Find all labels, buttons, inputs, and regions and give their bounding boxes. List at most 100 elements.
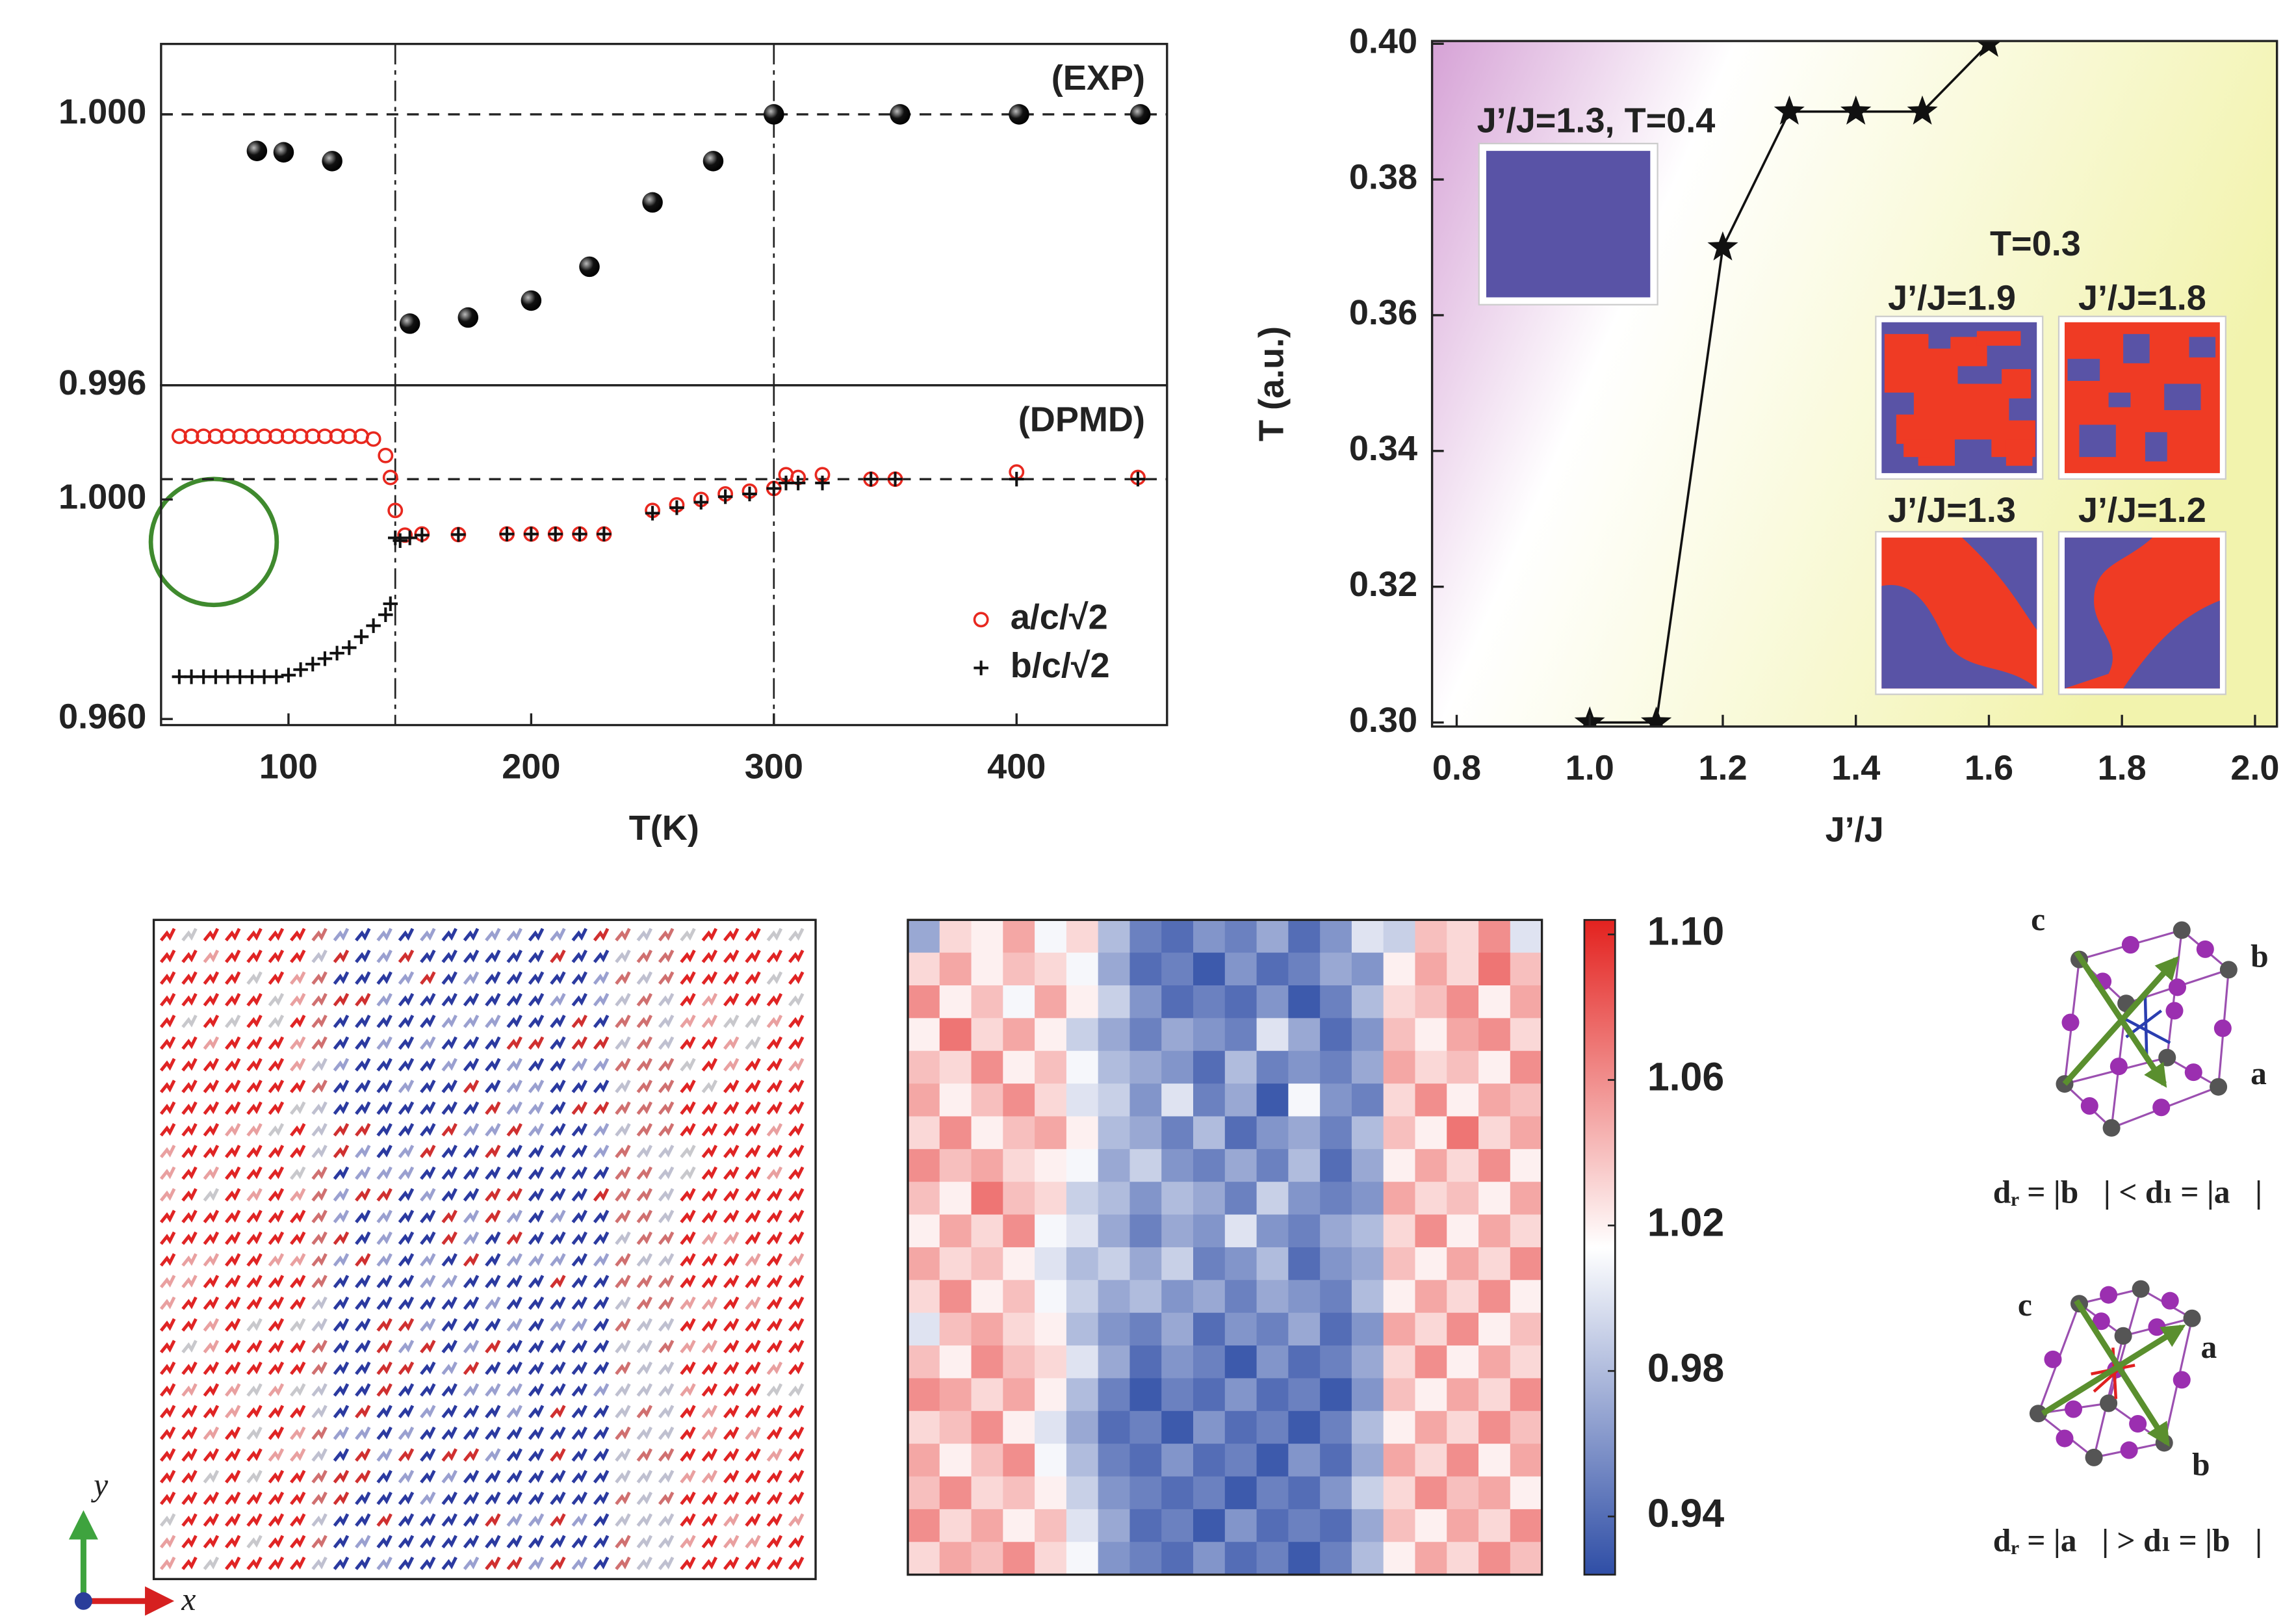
- vector-glyph: [723, 1361, 740, 1375]
- vector-glyph: [289, 1556, 306, 1570]
- vector-glyph: [203, 1448, 220, 1462]
- vector-glyph: [723, 1513, 740, 1527]
- heat-cell: [1066, 1542, 1099, 1576]
- vector-glyph: [333, 1123, 350, 1137]
- heat-cell: [1066, 1280, 1099, 1314]
- vector-glyph: [701, 1123, 718, 1137]
- vector-glyph: [376, 1188, 393, 1202]
- vector-glyph: [246, 1188, 263, 1202]
- vector-glyph: [311, 1123, 328, 1137]
- vector-glyph: [528, 1231, 545, 1245]
- vector-glyph: [181, 1470, 198, 1484]
- vector-glyph: [268, 1166, 285, 1180]
- vector-glyph: [506, 1470, 522, 1484]
- vector-glyph: [485, 1166, 501, 1180]
- vector-glyph: [181, 1166, 198, 1180]
- heat-cell: [1129, 1084, 1162, 1117]
- heat-cell: [1320, 1050, 1352, 1084]
- vector-glyph: [680, 1015, 696, 1028]
- vector-glyph: [268, 1318, 285, 1332]
- vector-glyph: [593, 1448, 610, 1462]
- vector-glyph: [745, 1296, 761, 1310]
- vector-glyph: [658, 1426, 675, 1440]
- vector-glyph: [246, 1448, 263, 1462]
- vector-glyph: [658, 1145, 675, 1158]
- vector-glyph: [463, 1080, 480, 1093]
- heat-cell: [1098, 1149, 1131, 1182]
- vector-glyph: [766, 1491, 783, 1505]
- vector-glyph: [528, 1210, 545, 1223]
- vector-glyph: [528, 1275, 545, 1289]
- heat-cell: [1066, 1116, 1099, 1150]
- vector-glyph: [723, 1448, 740, 1462]
- vector-glyph: [224, 1123, 241, 1137]
- vector-glyph: [224, 1058, 241, 1072]
- vector-glyph: [615, 1036, 631, 1050]
- vector-glyph: [463, 1123, 480, 1137]
- heat-cell: [907, 1214, 940, 1248]
- vector-glyph: [506, 1383, 522, 1397]
- axis-y: y: [90, 1467, 109, 1503]
- vector-glyph: [745, 1340, 761, 1354]
- vector-glyph: [246, 993, 263, 1007]
- vector-glyph: [246, 1210, 263, 1223]
- vector-glyph: [550, 1296, 566, 1310]
- vector-glyph: [376, 1231, 393, 1245]
- heat-cell: [1510, 920, 1543, 954]
- vector-glyph: [159, 1058, 176, 1072]
- vector-glyph: [701, 971, 718, 985]
- heat-cell: [939, 1214, 972, 1248]
- vector-glyph: [788, 1231, 805, 1245]
- vector-glyph: [181, 1513, 198, 1527]
- vector-glyph: [701, 1491, 718, 1505]
- heat-cell: [1003, 985, 1035, 1019]
- heat-cell: [1129, 1378, 1162, 1412]
- vector-glyph: [159, 1405, 176, 1419]
- vector-glyph: [355, 1296, 371, 1310]
- vector-glyph: [224, 1080, 241, 1093]
- colorbar-label: 1.02: [1647, 1200, 1724, 1244]
- heat-cell: [971, 1084, 1003, 1117]
- vector-glyph: [181, 1253, 198, 1267]
- vector-glyph: [615, 971, 631, 985]
- vector-glyph: [333, 928, 350, 942]
- vector-glyph: [420, 1101, 436, 1115]
- heat-cell: [1320, 1116, 1352, 1150]
- vector-glyph: [420, 1188, 436, 1202]
- vector-glyph: [246, 1556, 263, 1570]
- vector-glyph: [441, 1405, 458, 1419]
- inset-1-9: [1875, 315, 2044, 480]
- vector-glyph: [745, 1231, 761, 1245]
- vector-glyph: [203, 1340, 220, 1354]
- vector-glyph: [289, 1210, 306, 1223]
- vector-glyph: [701, 1015, 718, 1028]
- vector-glyph: [745, 1470, 761, 1484]
- vector-glyph: [550, 1015, 566, 1028]
- vector-glyph: [528, 1080, 545, 1093]
- heat-cell: [1003, 920, 1035, 954]
- heat-cell: [1510, 1345, 1543, 1379]
- vector-glyph: [701, 1166, 718, 1180]
- vector-glyph: [680, 1535, 696, 1549]
- vector-glyph: [636, 971, 652, 985]
- heat-cell: [1351, 1247, 1384, 1280]
- vector-glyph: [485, 1361, 501, 1375]
- heat-cell: [1415, 952, 1447, 986]
- vector-glyph: [246, 971, 263, 985]
- heat-cell: [1447, 1476, 1479, 1510]
- heat-cell: [1320, 1444, 1352, 1477]
- vector-glyph: [485, 1123, 501, 1137]
- heat-cell: [1415, 985, 1447, 1019]
- vector-glyph: [766, 1123, 783, 1137]
- vector-glyph: [701, 1318, 718, 1332]
- vector-glyph: [528, 1145, 545, 1158]
- vector-field: [159, 928, 805, 1570]
- vector-glyph: [636, 1210, 652, 1223]
- heat-cell: [1193, 1345, 1226, 1379]
- vector-glyph: [181, 1231, 198, 1245]
- heat-cell: [1510, 1509, 1543, 1542]
- heat-cell: [1351, 952, 1384, 986]
- heat-cell: [1193, 1084, 1226, 1117]
- heat-cell: [1415, 1542, 1447, 1576]
- annotation: J’/J=1.3: [1888, 491, 2016, 530]
